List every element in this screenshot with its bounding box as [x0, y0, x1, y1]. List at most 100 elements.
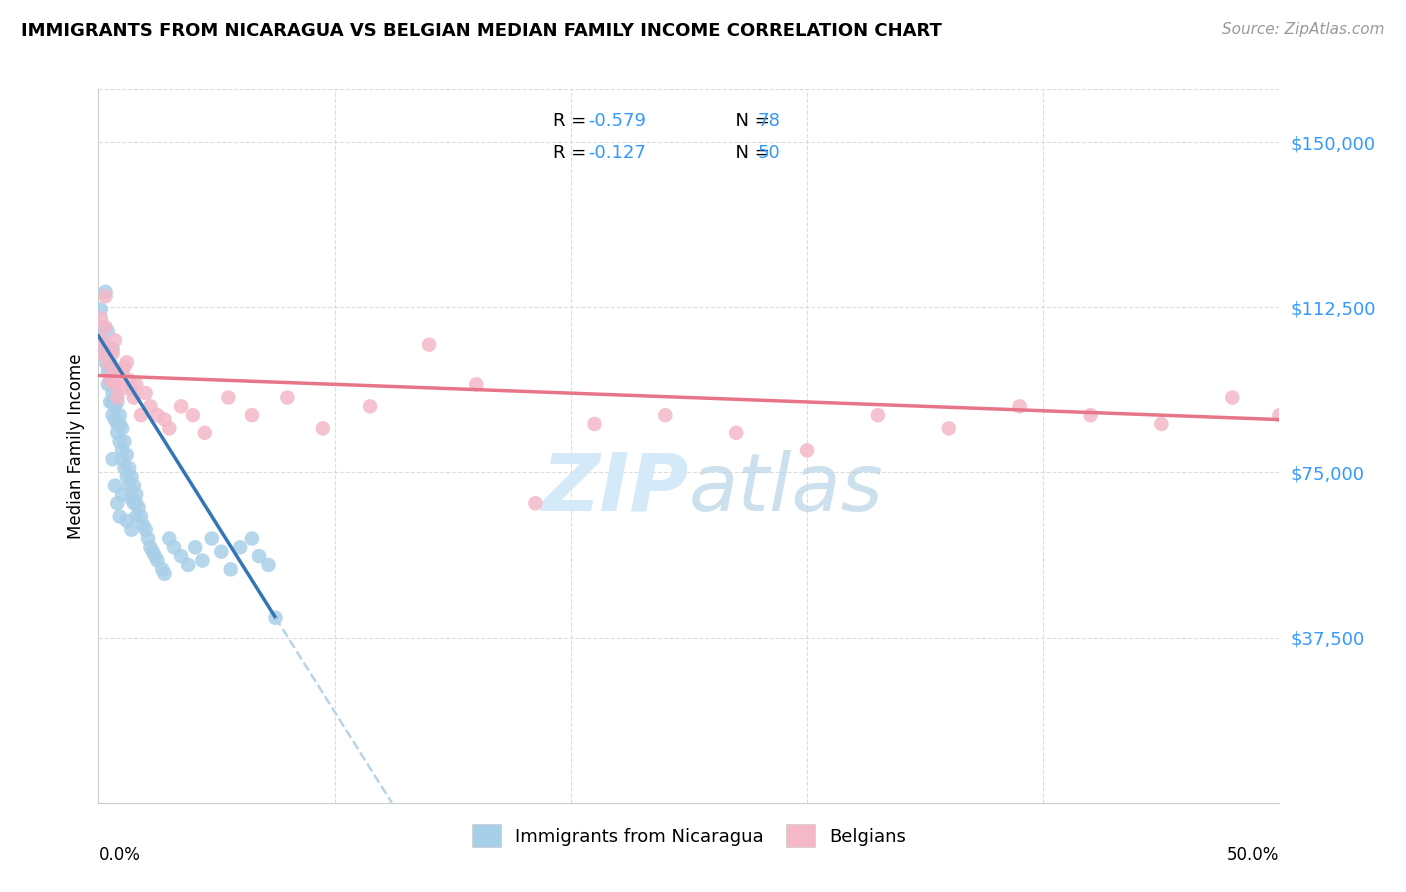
Point: [108, 408, 131, 422]
Point: [125, 377, 148, 392]
Point: [122, 391, 145, 405]
Point: [229, 541, 252, 555]
Text: N =: N =: [724, 145, 776, 162]
Point: [153, 412, 176, 426]
Point: [1150, 417, 1173, 431]
Point: [1220, 391, 1243, 405]
Point: [94, 355, 117, 369]
Point: [146, 408, 169, 422]
Point: [153, 566, 176, 581]
Y-axis label: Median Family Income: Median Family Income: [66, 353, 84, 539]
Point: [359, 400, 381, 414]
Point: [104, 377, 127, 392]
Point: [108, 509, 131, 524]
Point: [132, 518, 155, 533]
Point: [94, 337, 117, 351]
Point: [725, 425, 748, 440]
Point: [465, 377, 488, 392]
Point: [98, 373, 121, 387]
Point: [143, 549, 166, 563]
Point: [94, 285, 117, 299]
Point: [312, 421, 335, 435]
Point: [122, 496, 145, 510]
Point: [129, 408, 152, 422]
Point: [247, 549, 270, 563]
Point: [90, 302, 112, 317]
Point: [108, 368, 131, 383]
Point: [101, 368, 124, 383]
Point: [115, 448, 138, 462]
Point: [104, 333, 127, 347]
Point: [122, 478, 145, 492]
Point: [240, 532, 263, 546]
Point: [121, 491, 143, 506]
Point: [97, 325, 120, 339]
Text: ZIP: ZIP: [541, 450, 689, 528]
Text: 78: 78: [758, 112, 780, 130]
Point: [111, 443, 134, 458]
Point: [142, 545, 165, 559]
Point: [91, 346, 114, 360]
Point: [121, 470, 143, 484]
Point: [125, 496, 148, 510]
Point: [108, 434, 131, 449]
Point: [121, 382, 143, 396]
Point: [98, 355, 121, 369]
Point: [276, 391, 298, 405]
Point: [97, 346, 120, 360]
Point: [105, 391, 128, 405]
Point: [209, 545, 232, 559]
Point: [866, 408, 889, 422]
Point: [177, 558, 200, 572]
Point: [184, 541, 207, 555]
Point: [217, 391, 239, 405]
Point: [112, 461, 135, 475]
Point: [101, 395, 124, 409]
Point: [104, 382, 127, 396]
Point: [111, 364, 134, 378]
Point: [240, 408, 263, 422]
Point: [1008, 400, 1031, 414]
Point: [104, 478, 127, 492]
Point: [115, 355, 138, 369]
Point: [121, 523, 143, 537]
Point: [90, 311, 112, 326]
Point: [94, 320, 117, 334]
Point: [115, 514, 138, 528]
Point: [136, 532, 159, 546]
Point: [219, 562, 242, 576]
Text: -0.579: -0.579: [589, 112, 647, 130]
Point: [104, 412, 127, 426]
Point: [112, 434, 135, 449]
Text: R =: R =: [553, 145, 592, 162]
Point: [98, 395, 121, 409]
Point: [90, 333, 112, 347]
Point: [938, 421, 960, 435]
Text: Source: ZipAtlas.com: Source: ZipAtlas.com: [1222, 22, 1385, 37]
Point: [97, 355, 120, 369]
Point: [170, 549, 193, 563]
Text: 0.0%: 0.0%: [98, 846, 141, 863]
Point: [264, 611, 287, 625]
Point: [163, 541, 186, 555]
Point: [101, 342, 124, 356]
Point: [98, 342, 121, 356]
Point: [181, 408, 204, 422]
Text: IMMIGRANTS FROM NICARAGUA VS BELGIAN MEDIAN FAMILY INCOME CORRELATION CHART: IMMIGRANTS FROM NICARAGUA VS BELGIAN MED…: [21, 22, 942, 40]
Point: [111, 382, 134, 396]
Point: [146, 553, 169, 567]
Point: [118, 461, 141, 475]
Point: [98, 364, 121, 378]
Point: [157, 532, 180, 546]
Point: [97, 364, 120, 378]
Point: [101, 386, 124, 401]
Point: [191, 553, 214, 567]
Point: [105, 395, 128, 409]
Point: [796, 443, 818, 458]
Point: [105, 425, 128, 440]
Point: [111, 421, 134, 435]
Point: [194, 425, 217, 440]
Point: [125, 487, 148, 501]
Point: [97, 377, 120, 392]
Point: [257, 558, 280, 572]
